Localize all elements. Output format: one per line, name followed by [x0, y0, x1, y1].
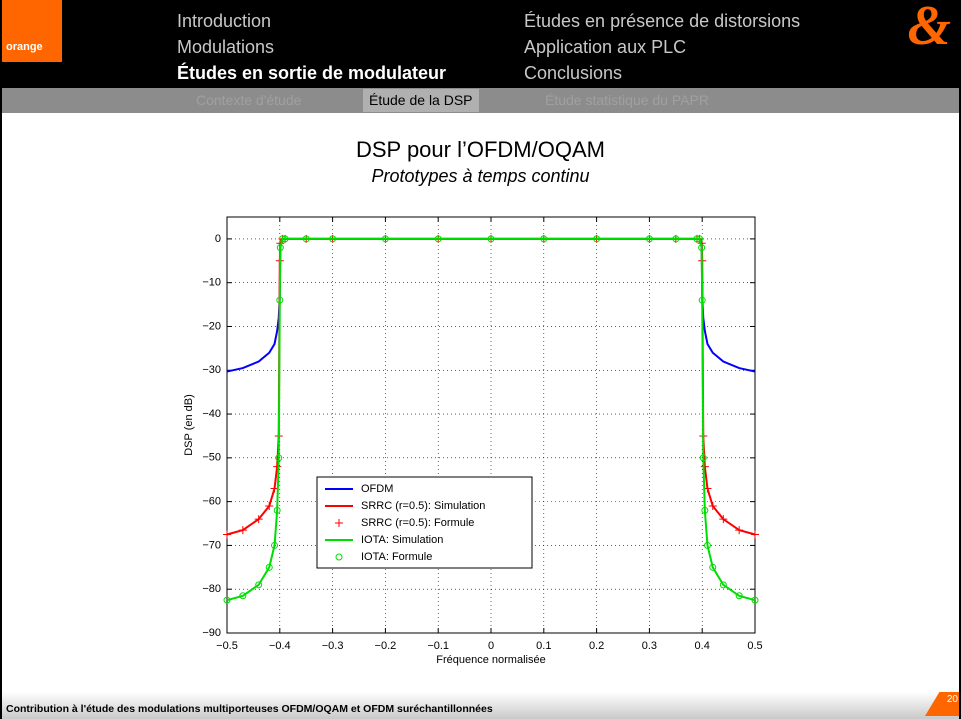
marker — [273, 462, 282, 471]
marker — [719, 515, 728, 524]
subnav: Contexte d'étude Étude de la DSP Étude s… — [0, 88, 961, 113]
x-tick-label: 0.2 — [589, 640, 604, 652]
y-axis-label: DSP (en dB) — [183, 394, 195, 456]
marker — [271, 541, 279, 549]
marker — [329, 235, 337, 243]
x-tick-label: 0.3 — [642, 640, 657, 652]
marker — [281, 235, 289, 243]
x-tick-label: −0.2 — [375, 640, 397, 652]
x-tick-label: 0.4 — [695, 640, 710, 652]
marker — [698, 296, 706, 304]
marker — [223, 596, 231, 604]
y-tick-label: 0 — [215, 233, 221, 245]
legend-label: SRRC (r=0.5): Simulation — [361, 500, 485, 512]
marker — [381, 235, 389, 243]
subnav-item[interactable]: Contexte d'étude — [196, 92, 302, 108]
marker — [593, 235, 601, 243]
marker — [709, 563, 717, 571]
slide-title: DSP pour l’OFDM/OQAM — [356, 137, 605, 162]
marker — [699, 454, 707, 462]
nav-left: Introduction Modulations Études en sorti… — [177, 8, 446, 86]
marker — [698, 244, 706, 252]
marker — [751, 530, 759, 539]
marker — [254, 515, 263, 524]
slide-subtitle: Prototypes à temps continu — [371, 166, 590, 186]
nav-item[interactable]: Modulations — [177, 37, 275, 57]
marker — [703, 541, 711, 549]
marker — [708, 502, 717, 511]
y-tick-label: −30 — [202, 364, 221, 376]
legend-label: OFDM — [361, 483, 393, 495]
x-tick-label: 0 — [488, 640, 494, 652]
marker — [302, 235, 310, 243]
marker — [335, 553, 343, 561]
y-tick-label: −50 — [202, 452, 221, 464]
x-tick-label: 0.5 — [747, 640, 762, 652]
header: orange Introduction Modulations Études e… — [0, 0, 961, 88]
subnav-item[interactable]: Étude de la DSP — [363, 89, 479, 112]
marker — [700, 462, 709, 471]
y-tick-label: −60 — [202, 496, 221, 508]
marker — [278, 235, 286, 243]
x-tick-label: 0.1 — [536, 640, 551, 652]
nav-item[interactable]: Introduction — [177, 11, 272, 31]
marker — [540, 235, 548, 243]
marker — [275, 454, 283, 462]
legend-label: IOTA: Simulation — [361, 534, 443, 546]
legend-box — [316, 476, 533, 569]
marker — [693, 235, 701, 243]
marker — [645, 235, 653, 243]
brand-logo: orange — [0, 0, 62, 62]
y-tick-label: −10 — [202, 277, 221, 289]
x-tick-label: −0.1 — [427, 640, 449, 652]
legend-label: SRRC (r=0.5): Formule — [361, 517, 474, 529]
marker — [335, 519, 343, 527]
marker — [487, 235, 495, 243]
y-tick-label: −70 — [202, 539, 221, 551]
x-tick-label: −0.5 — [216, 640, 238, 652]
marker — [273, 506, 281, 514]
brand: orange — [6, 41, 43, 53]
logo-symbol: & — [907, 0, 951, 57]
marker — [701, 506, 709, 514]
x-tick-label: −0.3 — [322, 640, 344, 652]
marker — [696, 235, 704, 243]
marker — [276, 296, 284, 304]
y-tick-label: −90 — [202, 627, 221, 639]
x-tick-label: −0.4 — [269, 640, 291, 652]
marker — [223, 530, 231, 539]
marker — [265, 563, 273, 571]
marker — [276, 244, 284, 252]
footer-text: Contribution à l'étude des modulations m… — [6, 703, 493, 715]
nav-item[interactable]: Application aux PLC — [524, 37, 687, 57]
y-tick-label: −80 — [202, 583, 221, 595]
marker — [255, 581, 263, 589]
legend-label: IOTA: Formule — [361, 551, 432, 563]
nav-item[interactable]: Études en sortie de modulateur — [177, 63, 447, 83]
y-tick-label: −20 — [202, 320, 221, 332]
nav-item[interactable]: Conclusions — [524, 63, 623, 83]
x-axis-label: Fréquence normalisée — [436, 654, 545, 666]
legend: OFDM SRRC (r=0.5): Simulation SRRC (r=0.5)… — [316, 476, 533, 569]
marker — [434, 235, 442, 243]
marker — [735, 526, 744, 535]
subnav-item[interactable]: Étude statistique du PAPR — [545, 92, 709, 108]
marker — [735, 592, 743, 600]
y-tick-label: −40 — [202, 408, 221, 420]
footer: Contribution à l'étude des modulations m… — [0, 692, 961, 719]
marker — [672, 235, 680, 243]
marker — [238, 526, 247, 535]
plot-frame — [226, 216, 756, 634]
marker — [239, 592, 247, 600]
marker — [719, 581, 727, 589]
nav-right: Études en présence de distorsions Applic… — [524, 8, 800, 86]
nav-item[interactable]: Études en présence de distorsions — [524, 11, 801, 31]
series-line — [226, 237, 756, 602]
marker — [265, 502, 274, 511]
marker — [751, 596, 759, 604]
page-number: 20 — [925, 692, 961, 716]
